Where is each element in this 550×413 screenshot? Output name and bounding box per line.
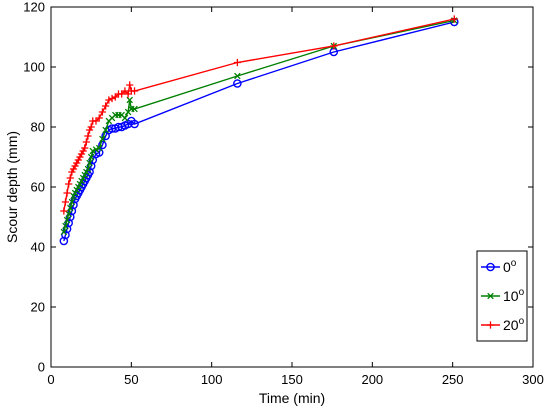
data-point [95,114,103,122]
data-point [98,140,107,150]
data-point [131,105,138,113]
series-0-deg [59,17,459,246]
data-point [87,123,95,131]
data-point [62,222,69,230]
data-point [60,207,68,215]
data-point [130,87,139,95]
x-tick-label: 100 [201,372,223,387]
data-point [84,165,92,173]
y-tick-label: 100 [23,60,45,75]
legend-marker [486,262,495,272]
data-point [60,228,68,236]
x-tick-label: 0 [47,372,54,387]
data-point [98,108,107,116]
data-point [126,96,133,104]
data-point [87,153,95,161]
data-point [69,200,78,210]
y-axis-label: Scour depth (mm) [4,131,20,243]
data-point [330,42,338,50]
data-point [92,146,100,153]
y-tick-label: 0 [38,360,45,375]
data-point [63,189,71,197]
y-tick-label: 120 [23,0,45,15]
y-tick-label: 80 [31,120,45,135]
y-tick-label: 40 [31,240,45,255]
axes: 0 50 100 150 200 250 300 0 20 40 60 80 100 120 [23,0,544,387]
data-point [86,161,96,171]
data-point [130,119,139,129]
data-point [61,230,70,240]
plot-area [51,7,533,367]
data-point [234,72,241,80]
data-point [61,198,70,206]
data-point [99,135,106,143]
data-point [67,206,77,216]
x-tick-label: 250 [442,372,464,387]
data-point [233,79,242,88]
legend-marker [487,292,494,300]
data-point [108,94,116,103]
data-point [59,236,69,246]
data-point [65,180,73,188]
series-20-deg [60,15,458,215]
x-tick-label: 300 [522,372,544,387]
data-point [65,210,72,218]
data-point [65,212,75,222]
data-point [102,126,109,134]
data-point [64,218,73,228]
x-axis-label: Time (min) [259,390,325,406]
data-point [82,138,90,146]
plot-background [51,7,533,367]
data-point [105,96,113,104]
data-point [68,198,76,206]
series-group [59,15,459,246]
data-point [233,58,241,67]
data-point [102,102,110,110]
data-point [63,216,71,224]
data-point [95,144,103,152]
data-point [84,132,92,140]
y-tick-label: 60 [31,180,45,195]
x-tick-label: 200 [361,372,383,387]
data-point [81,144,89,152]
y-tick-label: 20 [31,300,45,315]
legend-marker [486,321,495,329]
data-point [66,174,74,182]
x-tick-label: 150 [281,372,303,387]
data-point [126,81,134,89]
data-point [121,114,129,122]
data-point [450,15,458,23]
data-point [67,204,74,212]
data-point [62,224,72,234]
data-point [86,159,93,167]
x-tick-label: 50 [124,372,138,387]
data-point [89,147,97,155]
